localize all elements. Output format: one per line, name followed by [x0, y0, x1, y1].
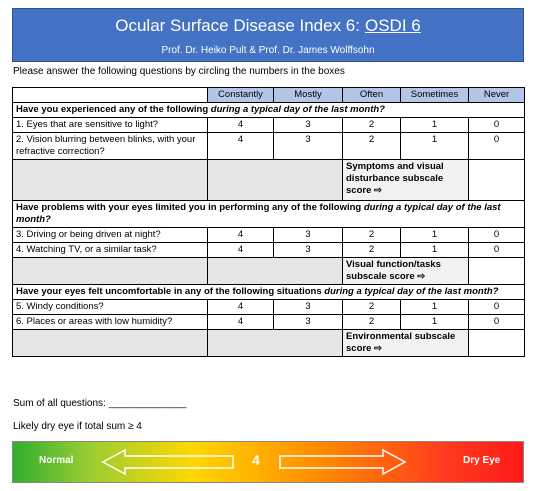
subscale-score: [468, 257, 525, 285]
arrow-right: [279, 448, 407, 476]
subscale-score: [468, 329, 525, 357]
heading-italic: during a typical day of the last month?: [16, 202, 501, 225]
score-cell: 1: [400, 132, 469, 160]
score-cell: 1: [400, 314, 469, 330]
heading-text: Have you experienced any of the followin…: [16, 104, 209, 115]
sum-label: Sum of all questions: ______________: [13, 398, 187, 409]
scale-right-label: Dry Eye: [463, 455, 501, 466]
section-row: Have your eyes felt uncomfortable in any…: [12, 284, 525, 300]
score-cell: 3: [273, 314, 343, 330]
score-cell: 1: [400, 117, 469, 133]
score-cell: 1: [400, 299, 469, 315]
column-header: Often: [342, 87, 401, 103]
score-cell: 1: [400, 242, 469, 258]
subscale-label: Visual function/tasks subscale score ⇨: [342, 257, 469, 285]
score-cell: 3: [273, 132, 343, 160]
title: Ocular Surface Disease Index 6: OSDI 6: [13, 16, 523, 36]
shaded-cell: [207, 329, 343, 357]
severity-scale: Normal 4 Dry Eye: [12, 441, 524, 483]
threshold-note: Likely dry eye if total sum ≥ 4: [13, 421, 142, 432]
subscale-row: Visual function/tasks subscale score ⇨: [12, 257, 525, 285]
title-link: OSDI 6: [364, 16, 421, 35]
subscale-label: Environmental subscale score ⇨: [342, 329, 469, 357]
heading-text: Have problems with your eyes limited you…: [16, 202, 362, 213]
subscale-row: Symptoms and visual disturbance subscale…: [12, 159, 525, 201]
score-cell: 4: [207, 242, 274, 258]
column-header: Mostly: [273, 87, 343, 103]
section-row: Have problems with your eyes limited you…: [12, 200, 525, 228]
column-header: Constantly: [207, 87, 274, 103]
score-cell: 3: [273, 117, 343, 133]
shaded-cell: [207, 257, 343, 285]
column-header: Never: [468, 87, 525, 103]
column-header: Sometimes: [400, 87, 469, 103]
question-row: 3. Driving or being driven at night? 4 3 2 1…: [12, 227, 525, 243]
shaded-cell: [12, 159, 208, 201]
score-cell: 0: [468, 227, 525, 243]
shaded-cell: [12, 329, 208, 357]
section-heading: Have your eyes felt uncomfortable in any…: [12, 284, 525, 300]
score-cell: 0: [468, 314, 525, 330]
question-row: 2. Vision blurring between blinks, with …: [12, 132, 525, 160]
score-cell: 2: [342, 132, 401, 160]
shaded-cell: [207, 159, 343, 201]
score-cell: 4: [207, 117, 274, 133]
question-label: 6. Places or areas with low humidity?: [12, 314, 208, 330]
score-cell: 4: [207, 132, 274, 160]
score-cell: 3: [273, 242, 343, 258]
question-label: 2. Vision blurring between blinks, with …: [12, 132, 208, 160]
heading-italic: during a typical day of the last month?: [210, 104, 385, 115]
score-cell: 0: [468, 117, 525, 133]
heading-text: Have your eyes felt uncomfortable in any…: [16, 286, 322, 297]
score-cell: 1: [400, 227, 469, 243]
question-row: 1. Eyes that are sensitive to light? 4 3 2 1…: [12, 117, 525, 133]
score-cell: 4: [207, 299, 274, 315]
section-heading: Have you experienced any of the followin…: [12, 102, 525, 118]
subscale-label: Symptoms and visual disturbance subscale…: [342, 159, 469, 201]
scale-left-label: Normal: [39, 455, 74, 466]
score-cell: 2: [342, 314, 401, 330]
shaded-cell: [12, 257, 208, 285]
score-cell: 4: [207, 314, 274, 330]
score-cell: 2: [342, 117, 401, 133]
score-cell: 3: [273, 227, 343, 243]
instruction: Please answer the following questions by…: [13, 66, 345, 77]
subtitle: Prof. Dr. Heiko Pult & Prof. Dr. James W…: [161, 45, 375, 56]
table-body: Constantly Mostly Often Sometimes Never Have …: [12, 87, 525, 357]
question-row: 5. Windy conditions? 4 3 2 1 0: [12, 299, 525, 315]
question-row: 4. Watching TV, or a similar task? 4 3 2 1 0: [12, 242, 525, 258]
question-label: 1. Eyes that are sensitive to light?: [12, 117, 208, 133]
section-heading: Have problems with your eyes limited you…: [12, 200, 525, 228]
score-cell: 0: [468, 242, 525, 258]
score-cell: 2: [342, 299, 401, 315]
header-row: Constantly Mostly Often Sometimes Never: [12, 87, 525, 103]
section-row: Have you experienced any of the followin…: [12, 102, 525, 118]
arrow-left: [101, 448, 234, 476]
question-label: 4. Watching TV, or a similar task?: [12, 242, 208, 258]
score-cell: 0: [468, 132, 525, 160]
score-cell: 2: [342, 227, 401, 243]
score-cell: 3: [273, 299, 343, 315]
heading-italic: during a typical day of the last month?: [324, 286, 499, 297]
score-cell: 4: [207, 227, 274, 243]
title-text: Ocular Surface Disease Index 6:: [115, 16, 360, 35]
score-cell: 2: [342, 242, 401, 258]
header: Ocular Surface Disease Index 6: OSDI 6 Pr…: [12, 8, 524, 62]
question-label: 3. Driving or being driven at night?: [12, 227, 208, 243]
blank-cell: [12, 87, 208, 103]
questionnaire-table: Constantly Mostly Often Sometimes Never Have …: [12, 87, 525, 357]
score-cell: 0: [468, 299, 525, 315]
scale-arrows: [101, 448, 407, 476]
question-row: 6. Places or areas with low humidity? 4 3 2…: [12, 314, 525, 330]
subscale-score: [468, 159, 525, 201]
question-label: 5. Windy conditions?: [12, 299, 208, 315]
subscale-row: Environmental subscale score ⇨: [12, 329, 525, 357]
scale-value: 4: [252, 452, 260, 468]
